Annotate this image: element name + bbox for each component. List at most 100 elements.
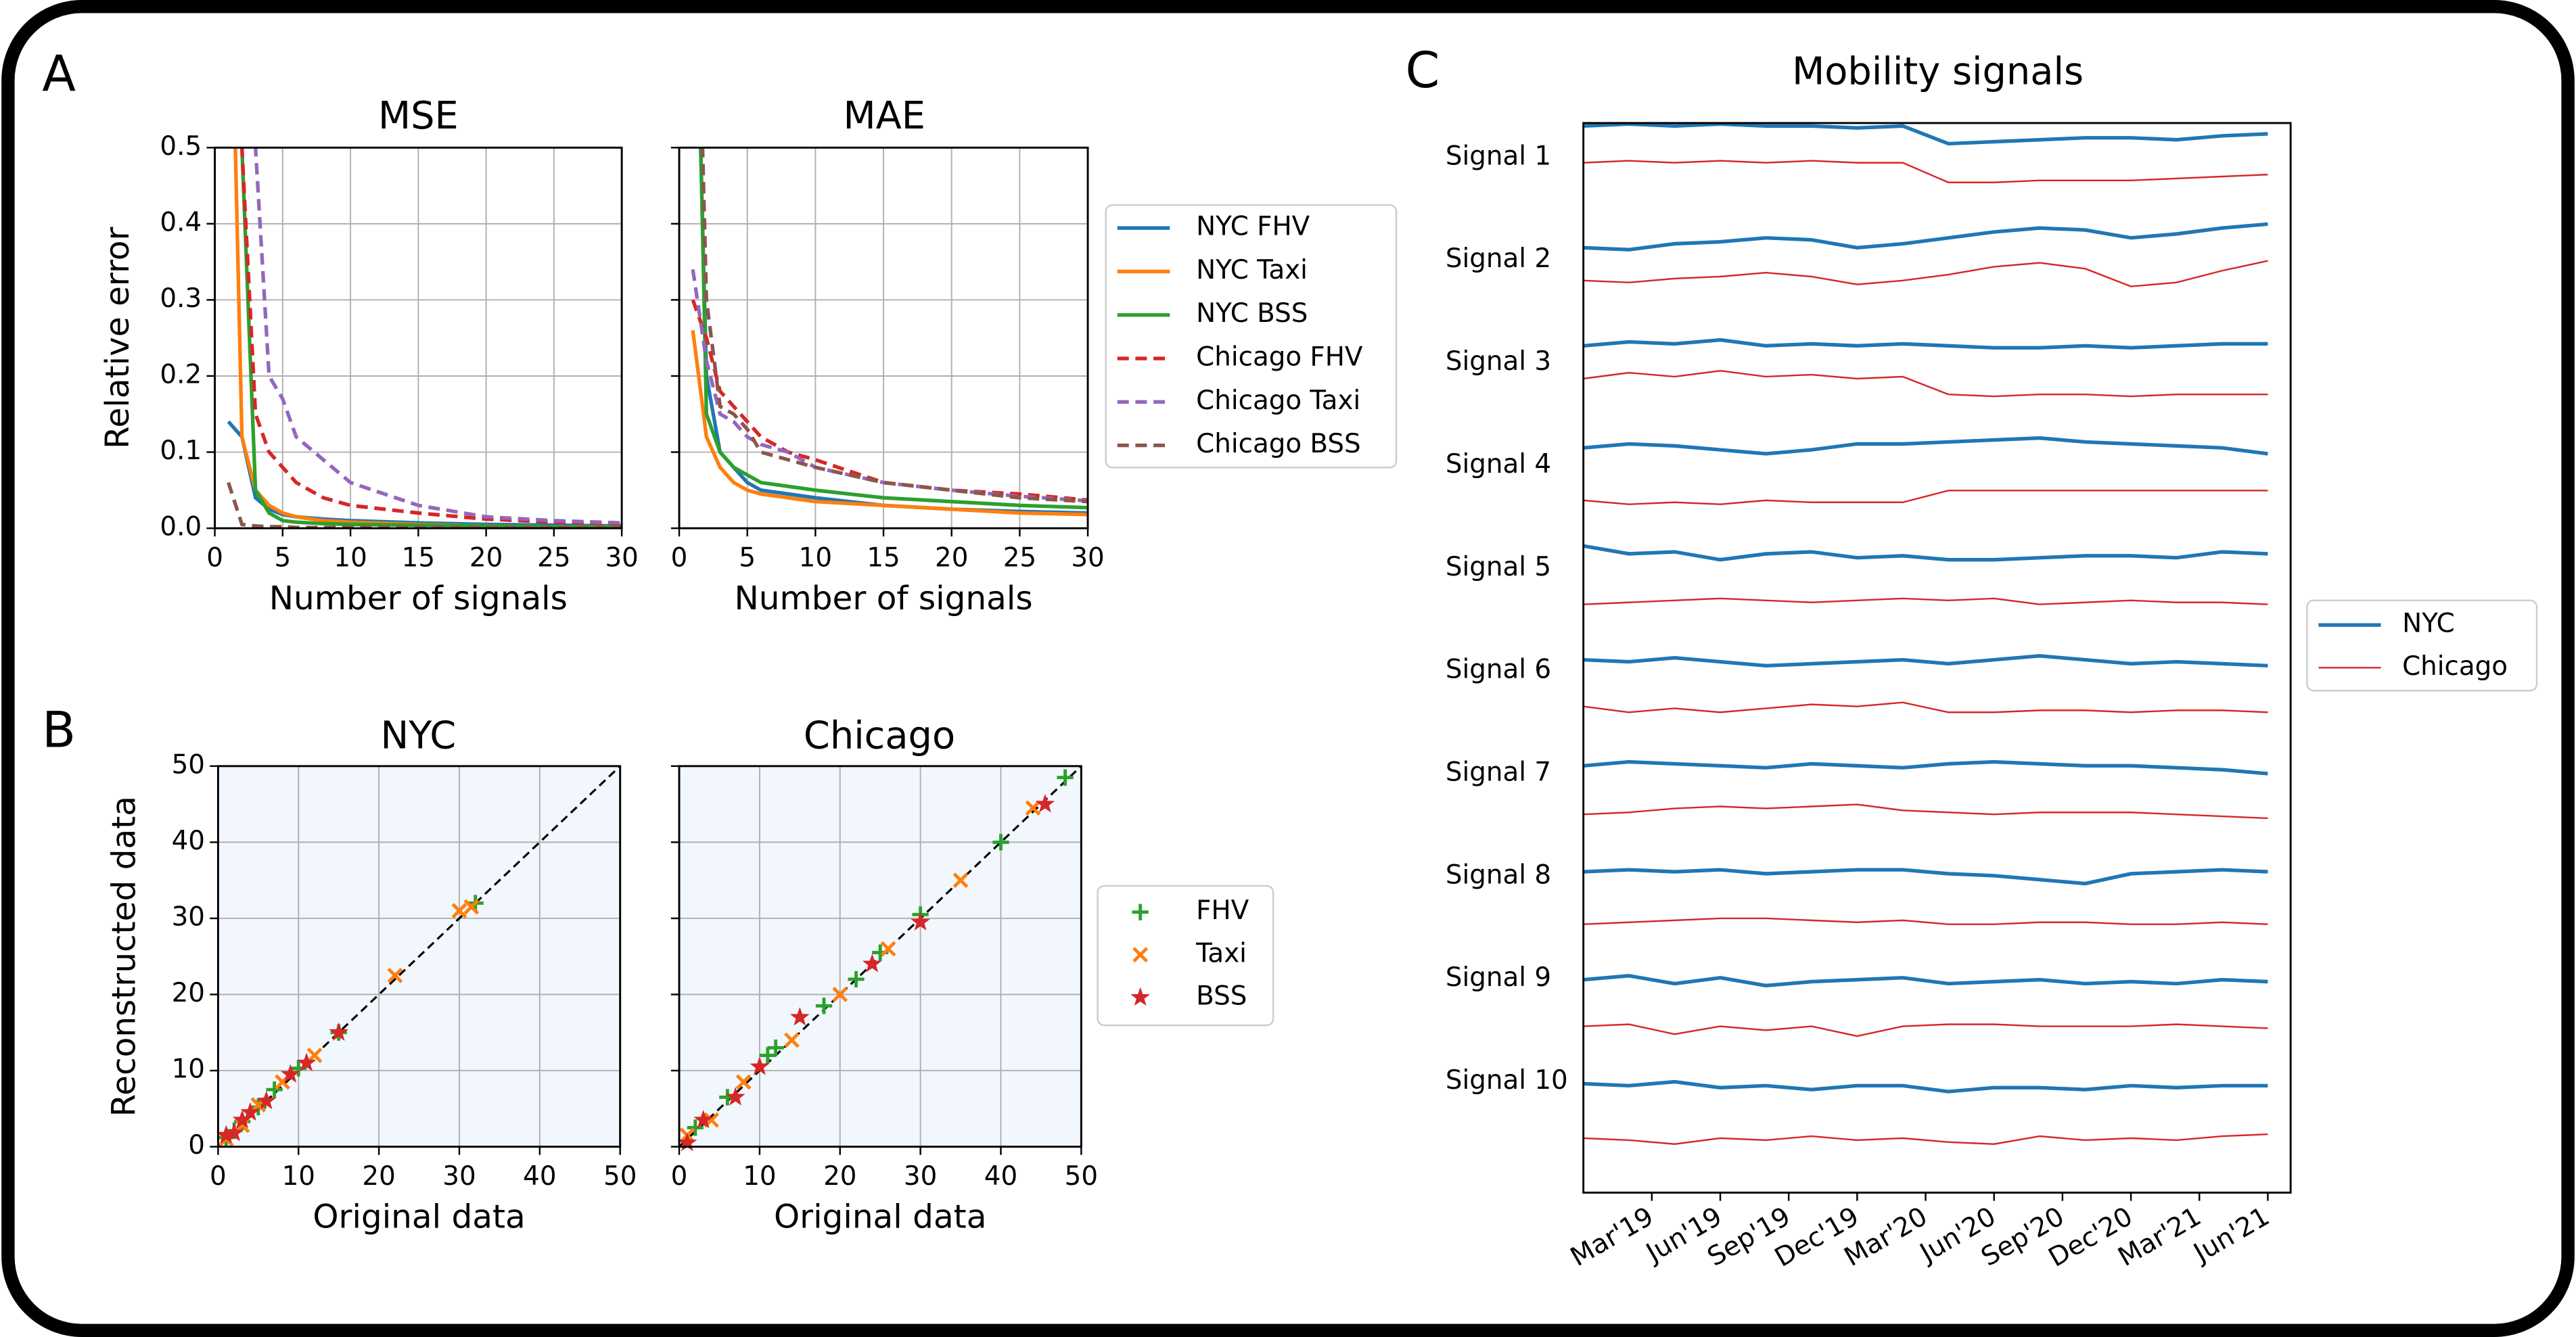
x-tick-label: 50 <box>603 1161 637 1192</box>
y-tick-label: 0 <box>188 1130 205 1160</box>
y-tick-label: 0.1 <box>160 436 202 466</box>
x-tick-label: 30 <box>605 543 638 573</box>
y-tick-label: 0.2 <box>160 359 202 390</box>
marker <box>880 941 896 957</box>
legend-label: Chicago <box>2402 651 2508 682</box>
panel-label: C <box>1406 42 1440 99</box>
legend-label: NYC Taxi <box>1196 255 1308 285</box>
legend-label: Taxi <box>1195 938 1247 968</box>
y-tick-label: 0.0 <box>160 512 202 542</box>
x-tick-label: 5 <box>739 543 756 573</box>
x-tick-label: 30 <box>1071 543 1104 573</box>
y-tick-label: 50 <box>172 749 205 780</box>
marker <box>862 954 882 972</box>
signal-line <box>1583 597 2268 605</box>
signal-line <box>1583 122 2268 146</box>
chart-title: MSE <box>378 94 459 138</box>
marker <box>266 1081 283 1098</box>
chart-title: NYC <box>380 714 456 758</box>
signal-line <box>1583 544 2268 562</box>
plot-frame <box>216 765 622 1148</box>
marker <box>240 1102 260 1121</box>
x-tick-label: 25 <box>1003 543 1036 573</box>
y-tick-label: 0.3 <box>160 283 202 314</box>
panel-label: B <box>42 701 76 759</box>
x-tick-label: 40 <box>984 1161 1017 1192</box>
plot-frame <box>214 146 623 530</box>
x-tick-label: 0 <box>210 1161 227 1192</box>
plot-frame <box>1582 122 2292 1194</box>
y-axis-label: Relative error <box>99 227 137 448</box>
marker <box>256 1090 277 1110</box>
x-tick-label: 40 <box>523 1161 556 1192</box>
legend-label: BSS <box>1196 981 1247 1011</box>
y-tick-label: 0.4 <box>160 207 202 237</box>
signal-line <box>1583 701 2268 713</box>
signal-line <box>1583 974 2268 988</box>
signal-line <box>1583 1079 2268 1094</box>
legend-label: NYC FHV <box>1196 212 1310 242</box>
signal-line <box>1583 222 2268 252</box>
signal-line <box>1583 1023 2268 1037</box>
legend-label: NYC BSS <box>1196 298 1308 329</box>
marker <box>387 967 403 983</box>
x-tick-label: 30 <box>904 1161 937 1192</box>
marker <box>451 903 467 919</box>
x-tick-label: 20 <box>935 543 968 573</box>
legend-swatch <box>1132 947 1149 963</box>
marker <box>992 834 1009 851</box>
legend-swatch <box>1132 904 1149 920</box>
y-tick-label: 20 <box>172 978 205 1008</box>
marker <box>329 1022 349 1041</box>
signal-line <box>1583 1133 2268 1145</box>
marker <box>848 970 865 988</box>
marker <box>1025 800 1041 816</box>
x-tick-label: 50 <box>1065 1161 1098 1192</box>
y-tick-label: 10 <box>172 1054 205 1085</box>
chart-title: Chicago <box>804 714 955 758</box>
signal-line <box>1583 917 2268 925</box>
x-tick-label: 20 <box>362 1161 395 1192</box>
marker <box>1035 793 1055 813</box>
signal-line <box>1583 260 2268 287</box>
signal-label: Signal 1 <box>1446 141 1551 171</box>
signal-line <box>1583 759 2268 776</box>
signal-line <box>1583 803 2268 820</box>
marker <box>767 1039 784 1056</box>
marker <box>952 872 969 889</box>
y-tick-label: 0.5 <box>160 131 202 162</box>
panel-label: A <box>42 45 76 103</box>
marker <box>687 1119 704 1136</box>
legend <box>1097 885 1274 1027</box>
signal-label: Signal 4 <box>1446 449 1551 479</box>
x-tick-label: 20 <box>469 543 503 573</box>
x-tick-label: 25 <box>537 543 570 573</box>
x-tick-label: 15 <box>867 543 900 573</box>
line <box>691 330 1088 517</box>
x-axis-label: Original data <box>313 1198 525 1236</box>
signal-line <box>1583 868 2268 886</box>
signal-line <box>1583 654 2268 668</box>
signal-label: Signal 2 <box>1446 243 1551 274</box>
legend-label: Chicago Taxi <box>1196 385 1360 416</box>
line <box>700 147 1088 504</box>
legend <box>1105 204 1398 469</box>
signal-line <box>1583 370 2268 398</box>
legend-swatch <box>1130 987 1151 1006</box>
signal-label: Signal 3 <box>1446 346 1551 377</box>
marker <box>463 899 480 915</box>
x-tick-label: 10 <box>743 1161 776 1192</box>
chart-title: MAE <box>843 94 925 138</box>
chart-title: Mobility signals <box>1792 49 2084 93</box>
legend-label: Chicago FHV <box>1196 342 1363 373</box>
signal-label: Signal 5 <box>1446 552 1551 582</box>
y-tick-label: 30 <box>172 901 205 932</box>
x-tick-label: 10 <box>799 543 832 573</box>
plot-frame <box>678 146 1089 530</box>
y-tick-label: 40 <box>172 826 205 856</box>
x-tick-label: 15 <box>402 543 435 573</box>
marker <box>725 1087 745 1106</box>
x-tick-label: 5 <box>274 543 291 573</box>
x-axis-label: Original data <box>774 1198 986 1236</box>
